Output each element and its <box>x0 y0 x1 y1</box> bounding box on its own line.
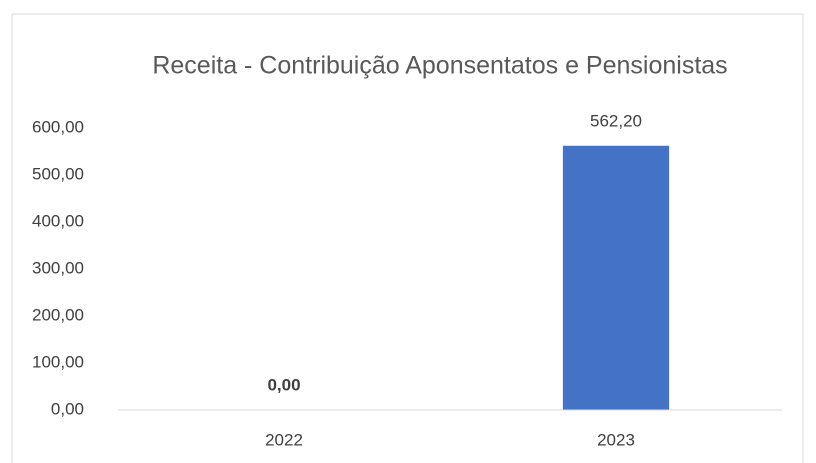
x-tick-label: 2022 <box>265 430 303 449</box>
y-tick-label: 400,00 <box>32 211 84 230</box>
chart-border <box>11 13 804 463</box>
x-tick-label: 2023 <box>597 430 635 449</box>
y-tick-label: 200,00 <box>32 305 84 324</box>
y-tick-label: 0,00 <box>51 399 84 418</box>
data-label: 562,20 <box>590 111 642 130</box>
y-tick-label: 600,00 <box>32 117 84 136</box>
y-tick-label: 300,00 <box>32 258 84 277</box>
bar <box>562 145 670 411</box>
y-tick-label: 500,00 <box>32 164 84 183</box>
data-label: 0,00 <box>267 375 300 394</box>
y-tick-label: 100,00 <box>32 352 84 371</box>
chart-title: Receita - Contribuição Aponsentatos e Pe… <box>152 52 727 80</box>
